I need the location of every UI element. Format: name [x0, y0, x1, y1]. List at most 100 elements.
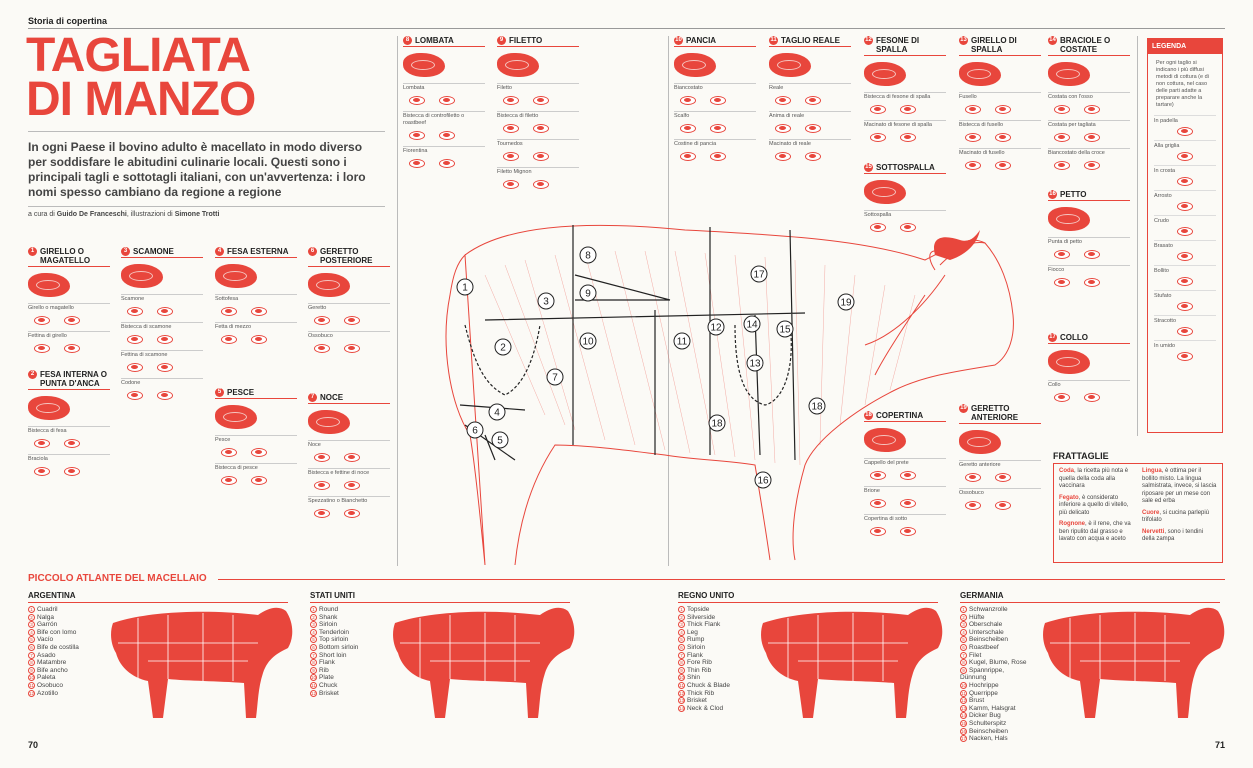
cut-block: 13 GIRELLO DI SPALLA Fusello Bistecca di fu…	[959, 36, 1041, 170]
cut-index: 8	[678, 659, 685, 667]
meat-illustration	[403, 53, 445, 77]
subcut-label: Cappello del prete	[864, 458, 946, 467]
cooking-method-icon	[64, 344, 80, 353]
cut-title: BRACIOLE O COSTATE	[1060, 36, 1111, 54]
cooking-method-icon	[409, 96, 425, 105]
offal-name: Coda	[1059, 468, 1074, 474]
cooking-icons	[314, 509, 390, 518]
country-cut-name: Cuadril	[37, 606, 58, 613]
offal-name: Fegato	[1059, 494, 1079, 501]
cut-number: 18	[864, 411, 873, 420]
cooking-method-icon	[344, 509, 360, 518]
cooking-method-icon	[409, 159, 425, 168]
country-cut: 11 Osobuco	[28, 681, 98, 690]
subcut-label: Costata con l'osso	[1048, 92, 1130, 101]
cut-number: 15	[864, 163, 873, 172]
cut-index: 1	[678, 606, 685, 613]
cut-number: 16	[1048, 190, 1057, 199]
cooking-method-icon	[965, 161, 981, 170]
cooking-method-icon	[533, 180, 549, 189]
cooking-icons	[1054, 393, 1130, 402]
country-cut: 3 Thick Flank	[678, 621, 748, 629]
country-cut-name: Nalga	[37, 613, 54, 621]
country-cut-name: Bife ancho	[37, 666, 68, 674]
country-cut-name: Kugel, Blume, Rose	[969, 659, 1027, 667]
cut-index: 10	[310, 674, 317, 682]
cooking-icons	[34, 439, 110, 448]
country-cut-name: Hochrippe	[969, 681, 999, 689]
country-cut: 17 Nacken, Hals	[960, 735, 1030, 743]
subcut-label: Ossobuco	[959, 488, 1041, 497]
cooking-method-icon	[127, 335, 143, 344]
cooking-method-icon	[965, 501, 981, 510]
cooking-icons	[503, 96, 579, 105]
cooking-icons	[503, 124, 579, 133]
cut-header: 18 COPERTINA	[864, 411, 946, 422]
country-cut: 10 Plate	[310, 674, 380, 682]
intro-paragraph: In ogni Paese il bovino adulto è macella…	[28, 140, 366, 199]
subcut-label: Anima di reale	[769, 111, 851, 120]
cooking-method-icon	[34, 439, 50, 448]
cooking-method-icon	[1177, 327, 1193, 336]
country-cut-name: Schulterspitz	[969, 719, 1007, 727]
diagram-number: 3	[543, 297, 549, 308]
legend-item: Bollito	[1154, 265, 1216, 290]
meat-illustration	[497, 53, 539, 77]
legend-panel: LEGENDA Per ogni taglio si indicano i pi…	[1147, 38, 1223, 433]
cooking-method-icon	[995, 133, 1011, 142]
cooking-icons	[965, 473, 1041, 482]
cut-block: 15 SOTTOSPALLA Sottospalla	[864, 163, 946, 232]
cut-title: FESA INTERNA O PUNTA D'ANCA	[40, 370, 107, 388]
cooking-icons	[775, 96, 851, 105]
country-cut: 14 Dicker Bug	[960, 712, 1030, 720]
subcut-label: Bistecca di scamone	[121, 322, 203, 331]
cut-index: 2	[310, 613, 317, 621]
cut-number: 5	[215, 388, 224, 397]
country-cut-name: Beinscheiben	[969, 727, 1009, 735]
diagram-number: 2	[500, 343, 506, 354]
country-cow-map	[1043, 607, 1225, 718]
cooking-method-icon	[1054, 133, 1070, 142]
cooking-method-icon	[995, 501, 1011, 510]
country-cut: 3 Sirloin	[310, 621, 380, 629]
cooking-method-icon	[805, 96, 821, 105]
cooking-method-icon	[1177, 277, 1193, 286]
cooking-method-icon	[710, 96, 726, 105]
diagram-number: 1	[462, 283, 468, 294]
cooking-icons	[870, 133, 946, 142]
diagram-marker	[750, 265, 768, 283]
country-cut: 15 Schulterspitz	[960, 719, 1030, 728]
cooking-icons	[314, 481, 390, 490]
country-cut-name: Beinscheiben	[969, 636, 1009, 644]
cooking-method-icon	[344, 316, 360, 325]
country-cut-name: Unterschale	[969, 628, 1004, 636]
diagram-marker	[673, 332, 691, 350]
cooking-method-icon	[1177, 152, 1193, 161]
country-cut-name: Sirloin	[319, 621, 338, 629]
cut-title: PETTO	[1060, 190, 1087, 199]
frattaglie-title: FRATTAGLIE	[1053, 451, 1109, 461]
cut-header: 9 FILETTO	[497, 36, 579, 47]
country-cut: 11 Chuck	[310, 681, 380, 690]
offal-entry: Lingua, è ottima per il bollito misto. L…	[1142, 468, 1217, 506]
cooking-method-icon	[1177, 227, 1193, 236]
country-name: ARGENTINA	[28, 591, 288, 603]
diagram-marker	[456, 278, 474, 296]
country-cut-name: Nacken, Hals	[969, 735, 1008, 743]
cooking-method-icon	[1177, 127, 1193, 136]
cut-index: 8	[960, 659, 967, 667]
cut-header: 1 GIRELLO O MAGATELLO	[28, 247, 110, 267]
country-cut-list: 1 Topside 2 Silverside 3 Thick Flank 4 Leg 5 Rump…	[678, 606, 748, 723]
subcut-label: Ossobuco	[308, 331, 390, 340]
country-cut-name: Kamm, Halsgrat	[969, 704, 1016, 712]
diagram-marker	[746, 354, 764, 372]
cooking-icons	[221, 448, 297, 457]
country-cut: 1 Cuadril	[28, 606, 98, 614]
cooking-method-icon	[1084, 133, 1100, 142]
cut-index: 11	[960, 689, 967, 697]
country-cut: 10 Hochrippe	[960, 681, 1030, 690]
cut-index: 7	[310, 651, 317, 659]
offal-entry: Rognone, è il rene, che va ben ripulito …	[1059, 521, 1134, 544]
legend-item: Brasato	[1154, 240, 1216, 265]
cut-block: 12 FESONE DI SPALLA Bistecca di fesone di …	[864, 36, 946, 142]
